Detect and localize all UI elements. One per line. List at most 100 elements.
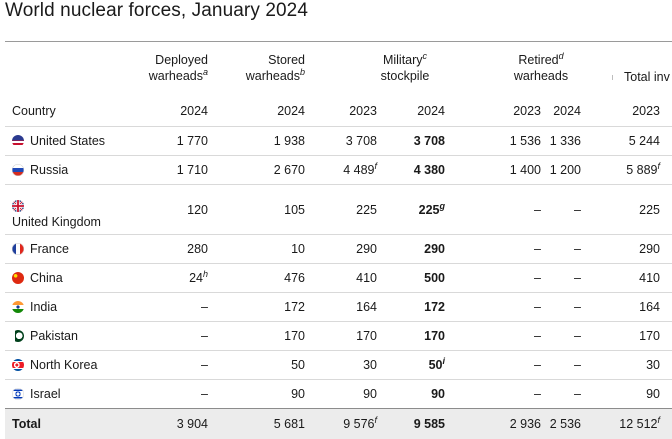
military-2023-cell: 225	[305, 185, 377, 235]
deployed-cell: –	[143, 351, 208, 380]
country-name: Russia	[30, 163, 68, 177]
header-country: Country	[12, 103, 56, 119]
military-2024-cell: 225g	[377, 185, 445, 235]
total-2023-cell: 290	[581, 235, 660, 264]
deployed-cell: 120	[143, 185, 208, 235]
country-name: France	[30, 242, 69, 256]
total-label: Total	[5, 409, 143, 439]
total-2023-cell: 170	[581, 322, 660, 351]
total-retired-2024-cell: 2 536	[541, 409, 581, 439]
retired-2023-cell: –	[445, 322, 541, 351]
total-military-2024-cell: 9 585	[377, 409, 445, 439]
military-2023-cell: 4 489f	[305, 156, 377, 185]
retired-2023-cell: 1 400	[445, 156, 541, 185]
retired-2024-cell: –	[541, 264, 581, 293]
stored-cell: 476	[208, 264, 305, 293]
country-cell: Russia	[5, 156, 143, 185]
retired-2023-cell: –	[445, 293, 541, 322]
retired-2023-cell: –	[445, 380, 541, 409]
total-stored-cell: 5 681	[208, 409, 305, 439]
military-2023-cell: 164	[305, 293, 377, 322]
france-flag-icon	[12, 243, 24, 255]
country-name: United Kingdom	[12, 215, 101, 229]
total-2023-cell: 225	[581, 185, 660, 235]
military-2024-cell: 3 708	[377, 127, 445, 156]
deployed-cell: 24h	[143, 264, 208, 293]
retired-2024-cell: 1 336	[541, 127, 581, 156]
retired-2024-cell: 1 200	[541, 156, 581, 185]
country-cell: India	[5, 293, 143, 322]
retired-2024-cell: –	[541, 235, 581, 264]
header-deployed: Deployed warheadsa	[149, 52, 208, 84]
page-title: World nuclear forces, January 2024	[5, 0, 308, 22]
header-stored-year: 2024	[277, 103, 305, 119]
military-2023-cell: 170	[305, 322, 377, 351]
deployed-cell: 280	[143, 235, 208, 264]
stored-cell: 105	[208, 185, 305, 235]
india-flag-icon	[12, 301, 24, 313]
title-divider	[5, 41, 672, 42]
north-korea-flag-icon	[12, 359, 24, 371]
total-2023-cell: 5 889f	[581, 156, 660, 185]
country-cell: United Kingdom	[5, 185, 143, 235]
header-stored: Stored warheadsb	[246, 52, 305, 84]
deployed-cell: –	[143, 380, 208, 409]
deployed-cell: –	[143, 322, 208, 351]
header-retired: Retiredd warheads	[486, 52, 596, 84]
stored-cell: 50	[208, 351, 305, 380]
military-2023-cell: 410	[305, 264, 377, 293]
total-retired-2023-cell: 2 936	[445, 409, 541, 439]
military-2024-cell: 50i	[377, 351, 445, 380]
stored-cell: 170	[208, 322, 305, 351]
total-2023-cell: 90	[581, 380, 660, 409]
stored-cell: 2 670	[208, 156, 305, 185]
military-2023-cell: 90	[305, 380, 377, 409]
stored-cell: 172	[208, 293, 305, 322]
country-cell: Israel	[5, 380, 143, 409]
total-2023-cell: 30	[581, 351, 660, 380]
uk-flag-icon	[12, 200, 24, 212]
deployed-cell: –	[143, 293, 208, 322]
country-name: North Korea	[30, 358, 97, 372]
retired-2023-cell: –	[445, 264, 541, 293]
pakistan-flag-icon	[12, 330, 24, 342]
header-military-2023: 2023	[349, 103, 377, 119]
retired-2023-cell: –	[445, 351, 541, 380]
total-military-2023-cell: 9 576f	[305, 409, 377, 439]
total-2023-cell: 410	[581, 264, 660, 293]
retired-2024-cell: –	[541, 322, 581, 351]
country-name: India	[30, 300, 57, 314]
country-cell: United States	[5, 127, 143, 156]
total-total-2023-cell: 12 512f	[581, 409, 660, 439]
us-flag-icon	[12, 135, 24, 147]
military-2024-cell: 172	[377, 293, 445, 322]
stored-cell: 1 938	[208, 127, 305, 156]
header-retired-2024: 2024	[553, 103, 581, 119]
retired-2023-cell: –	[445, 185, 541, 235]
military-2023-cell: 290	[305, 235, 377, 264]
stored-cell: 10	[208, 235, 305, 264]
total-2023-cell: 5 244	[581, 127, 660, 156]
header-military-stockpile: Militaryc stockpile	[350, 52, 460, 84]
country-cell: Pakistan	[5, 322, 143, 351]
retired-2023-cell: 1 536	[445, 127, 541, 156]
retired-2024-cell: –	[541, 351, 581, 380]
military-2024-cell: 90	[377, 380, 445, 409]
china-flag-icon	[12, 272, 24, 284]
total-deployed-cell: 3 904	[143, 409, 208, 439]
military-2024-cell: 170	[377, 322, 445, 351]
country-name: China	[30, 271, 63, 285]
country-name: United States	[30, 134, 105, 148]
country-cell: North Korea	[5, 351, 143, 380]
